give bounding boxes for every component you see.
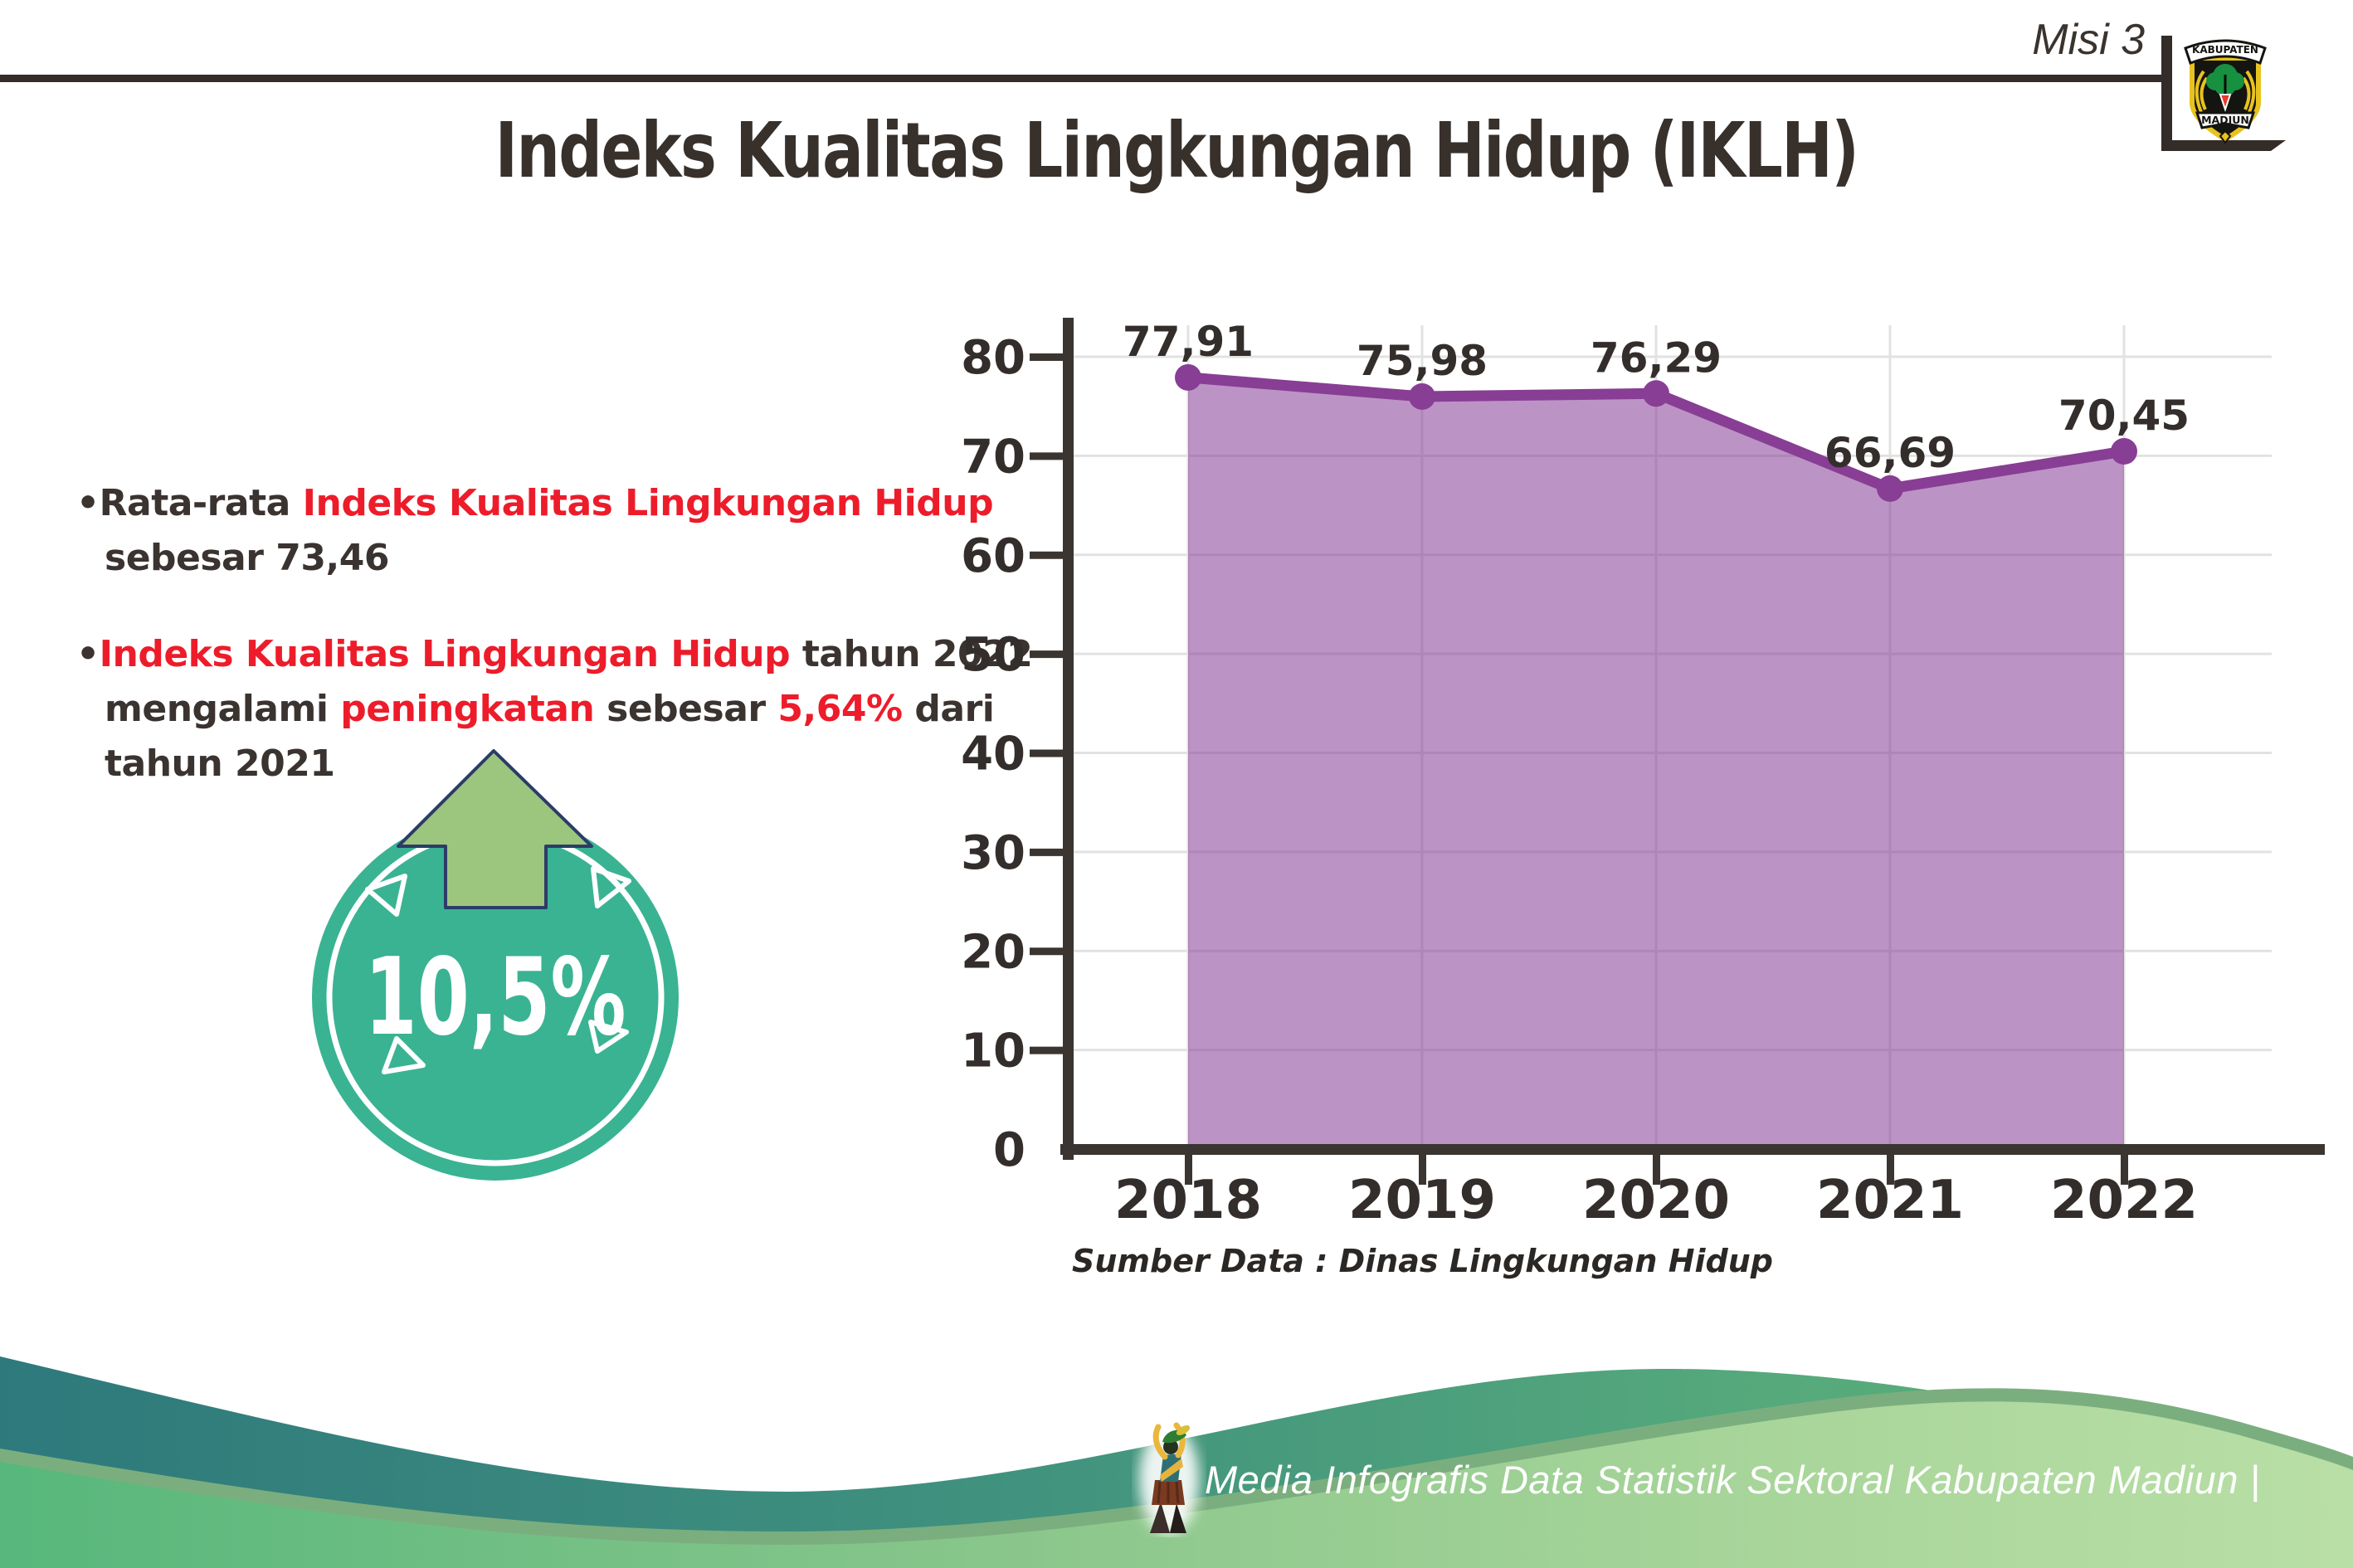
y-tick-label: 70 — [961, 430, 1025, 484]
y-tick-label: 30 — [961, 826, 1025, 880]
up-arrow-icon — [397, 749, 593, 909]
area-fill — [1188, 377, 2124, 1150]
text-segment: peningkatan — [340, 688, 595, 730]
logo-bottom-banner — [2195, 111, 2256, 129]
y-tick — [1030, 848, 1063, 856]
text-segment: mengalami — [105, 688, 341, 730]
data-point — [1877, 475, 1903, 502]
y-tick — [1030, 947, 1063, 956]
data-point — [2111, 438, 2137, 465]
summary-bullets: •Rata-rata Indeks Kualitas Lingkungan Hi… — [76, 476, 1064, 791]
y-tick-label: 60 — [961, 529, 1025, 583]
wave-light — [0, 1401, 2353, 1568]
text-segment: sebesar — [594, 688, 778, 730]
y-tick-label: 50 — [961, 628, 1025, 682]
data-point — [1643, 380, 1669, 407]
data-point — [1175, 363, 1201, 391]
logo-frame-vertical — [2161, 36, 2172, 151]
x-category-label: 2018 — [1114, 1170, 1262, 1231]
x-tick — [1419, 1144, 1426, 1185]
x-axis — [1060, 1144, 2325, 1155]
dancer-mascot-icon — [1139, 1422, 1199, 1534]
misi-label: Misi 3 — [2032, 16, 2145, 64]
data-value-label: 66,69 — [1824, 429, 1956, 477]
x-tick — [2121, 1144, 2128, 1185]
logo-frame-horizontal — [2161, 140, 2286, 151]
badge-circle — [312, 814, 679, 1181]
logo-bottom-ornament — [2219, 129, 2232, 144]
y-axis — [1063, 318, 1074, 1160]
header-rule — [0, 75, 2161, 82]
increase-badge: 10,5% — [312, 749, 679, 1181]
x-tick — [1185, 1144, 1192, 1185]
logo-top-banner — [2184, 39, 2267, 65]
x-tick — [1887, 1144, 1894, 1185]
y-tick-label: 10 — [961, 1025, 1025, 1079]
y-tick — [1030, 551, 1063, 559]
text-segment: • — [76, 482, 100, 524]
logo-bottom-text: MADIUN — [2201, 114, 2249, 126]
y-tick-label: 80 — [961, 331, 1025, 385]
mascot-arm-right — [1173, 1422, 1186, 1458]
badge-value: 10,5% — [365, 936, 626, 1059]
logo-top-text: KABUPATEN — [2192, 44, 2258, 56]
text-segment: tahun 2021 — [105, 743, 335, 785]
mascot-head — [1163, 1439, 1178, 1454]
y-tick-label: 40 — [961, 728, 1025, 782]
badge-triangle-accents — [365, 866, 631, 1074]
mascot-leaf — [1176, 1425, 1191, 1435]
chart-source-note: Sumber Data : Dinas Lingkungan Hidup — [1072, 1243, 1773, 1279]
text-segment: tahun 2022 — [790, 633, 1033, 675]
text-segment: sebesar 73,46 — [105, 537, 389, 579]
data-value-label: 75,98 — [1357, 337, 1488, 385]
text-segment: 5,64% — [777, 688, 903, 730]
mascot-leg-right — [1170, 1503, 1186, 1533]
y-tick-label: 20 — [961, 925, 1025, 979]
kabupaten-madiun-logo: KABUPATEN MADIUN — [2184, 39, 2267, 144]
data-point — [1409, 382, 1435, 410]
x-category-label: 2022 — [2050, 1170, 2198, 1231]
data-value-label: 70,45 — [2058, 392, 2190, 440]
bullet-line: •Indeks Kualitas Lingkungan Hidup tahun … — [76, 627, 1064, 682]
logo-center-shield — [2219, 94, 2232, 113]
page-title: Indeks Kualitas Lingkungan Hidup (IKLH) — [494, 106, 1859, 195]
text-segment: Indeks Kualitas Lingkungan Hidup — [99, 633, 791, 675]
bullet-item-2: •Indeks Kualitas Lingkungan Hidup tahun … — [76, 627, 1064, 791]
bullet-line: •Rata-rata Indeks Kualitas Lingkungan Hi… — [76, 476, 1064, 531]
bullet-line: tahun 2021 — [76, 737, 1064, 791]
y-tick — [1030, 353, 1063, 361]
x-category-label: 2021 — [1816, 1170, 1964, 1231]
bullet-line: mengalami peningkatan sebesar 5,64% dari — [76, 682, 1064, 737]
logo-wings-icon — [2195, 70, 2256, 113]
y-tick — [1030, 749, 1063, 757]
bullet-item-1: •Rata-rata Indeks Kualitas Lingkungan Hi… — [76, 476, 1064, 586]
y-tick — [1030, 650, 1063, 659]
x-category-label: 2019 — [1348, 1170, 1496, 1231]
mascot-arm-left — [1152, 1424, 1168, 1460]
x-category-label: 2020 — [1582, 1170, 1730, 1231]
data-value-label: 76,29 — [1591, 334, 1722, 382]
y-tick — [1030, 452, 1063, 460]
data-value-label: 77,91 — [1123, 318, 1254, 366]
footer-caption: Media Infografis Data Statistik Sektoral… — [1205, 1458, 2261, 1502]
y-tick-label: 0 — [993, 1123, 1025, 1177]
text-segment: Rata-rata — [99, 482, 303, 524]
text-segment: Indeks Kualitas Lingkungan Hidup — [302, 482, 994, 524]
mascot-leg-left — [1150, 1502, 1170, 1533]
y-tick — [1030, 1046, 1063, 1054]
text-segment: dari — [902, 688, 995, 730]
bullet-line: sebesar 73,46 — [76, 531, 1064, 586]
text-segment: • — [76, 633, 100, 675]
mascot-skirt-pattern — [1157, 1481, 1180, 1504]
x-tick — [1653, 1144, 1660, 1185]
mascot-sash — [1160, 1458, 1183, 1482]
